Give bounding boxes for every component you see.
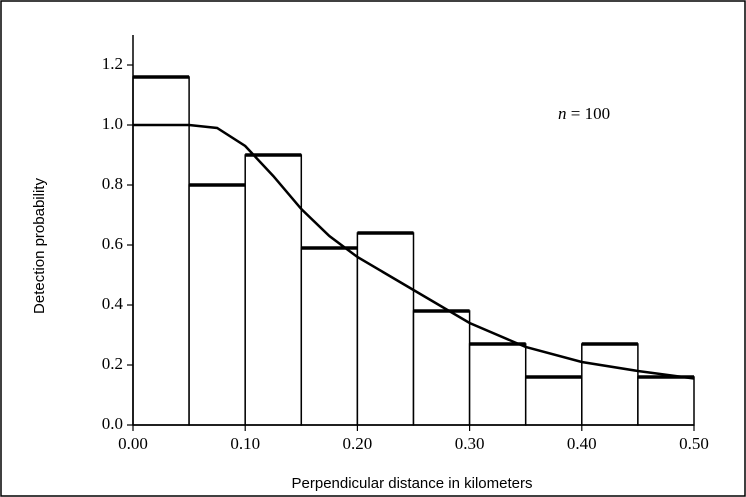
- bar: [300, 247, 359, 426]
- bar: [132, 76, 190, 426]
- bar: [581, 343, 639, 426]
- y-tick-label: 0.0: [102, 414, 123, 433]
- x-tick-label: 0.40: [567, 434, 597, 453]
- x-tick-label: 0.00: [118, 434, 148, 453]
- y-axis-label: Detection probability: [31, 178, 48, 314]
- annotation-var: n: [558, 104, 567, 123]
- y-tick-label: 1.0: [102, 114, 123, 133]
- annotation-value: = 100: [571, 104, 610, 123]
- bar: [524, 376, 583, 426]
- x-tick-label: 0.50: [679, 434, 709, 453]
- x-tick-label: 0.30: [455, 434, 485, 453]
- bar: [468, 343, 527, 426]
- bar: [356, 232, 415, 426]
- bar: [412, 310, 471, 426]
- bar: [244, 154, 303, 426]
- bar: [637, 376, 695, 426]
- annotation: n = 100: [558, 104, 610, 123]
- x-tick-label: 0.10: [230, 434, 260, 453]
- fitted-curve: [133, 123, 695, 380]
- y-tick-label: 0.6: [102, 234, 123, 253]
- x-tick-label: 0.20: [343, 434, 373, 453]
- y-tick-label: 1.2: [102, 54, 123, 73]
- x-axis-label: Perpendicular distance in kilometers: [292, 475, 533, 492]
- bar: [188, 184, 246, 426]
- y-tick-label: 0.2: [102, 354, 123, 373]
- y-tick-label: 0.8: [102, 174, 123, 193]
- y-tick-label: 0.4: [102, 294, 124, 313]
